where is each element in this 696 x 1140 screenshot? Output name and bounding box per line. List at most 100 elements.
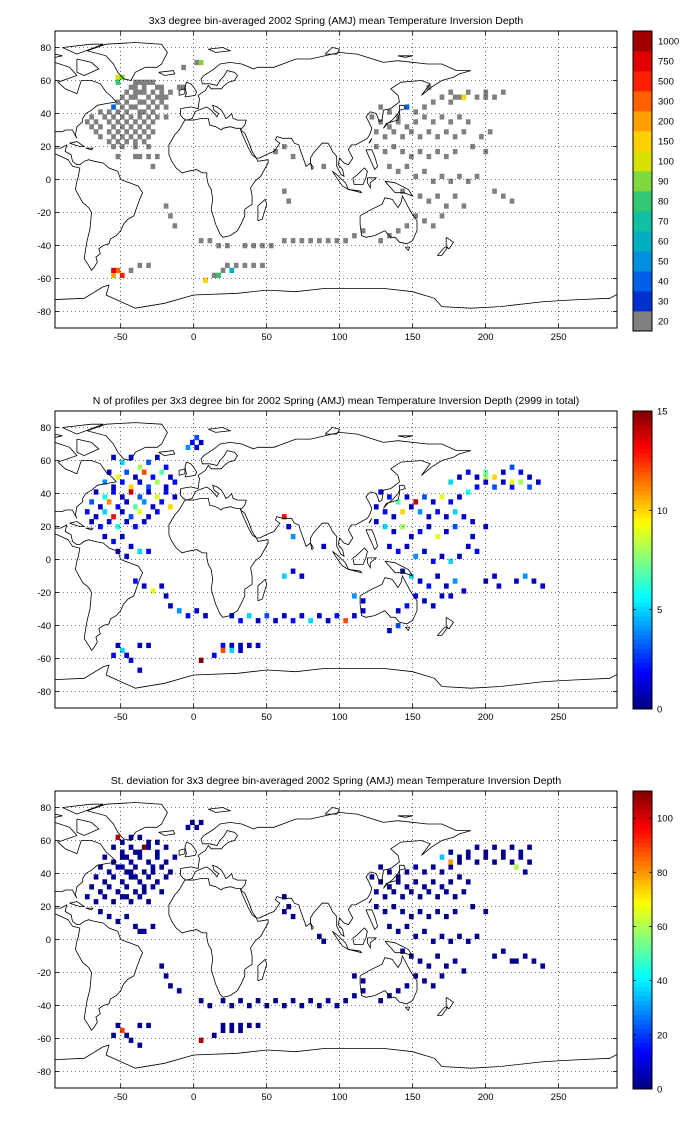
coastline xyxy=(352,547,368,565)
data-cell xyxy=(128,94,134,100)
colorbar-band xyxy=(633,981,652,988)
data-cell xyxy=(474,933,480,939)
data-cell xyxy=(106,469,112,475)
coastline xyxy=(399,864,406,871)
y-tick-label: 20 xyxy=(40,142,51,153)
data-cell xyxy=(378,489,384,495)
data-cell xyxy=(229,1027,235,1034)
data-cell xyxy=(395,548,401,555)
data-cell xyxy=(395,623,401,629)
data-cell xyxy=(115,834,121,840)
data-cell xyxy=(115,524,121,530)
data-cell xyxy=(124,854,130,860)
colorbar-band xyxy=(633,518,652,524)
data-cell xyxy=(238,618,243,624)
colorbar: 0 20 40 60 80 100 xyxy=(632,790,673,1096)
coastline xyxy=(384,560,414,577)
data-cell xyxy=(211,1032,217,1038)
data-cell xyxy=(444,528,449,535)
data-cell xyxy=(465,89,471,95)
data-cell xyxy=(150,884,156,890)
data-cell xyxy=(474,548,480,555)
data-cell xyxy=(111,124,116,130)
data-cell xyxy=(137,464,143,470)
data-cell xyxy=(150,163,156,170)
data-cell xyxy=(417,193,423,199)
data-cell xyxy=(137,509,143,515)
data-cell xyxy=(119,459,125,465)
y-tick-label: -20 xyxy=(37,588,51,599)
data-cell xyxy=(479,134,484,140)
coastline xyxy=(257,958,268,982)
data-cell xyxy=(106,119,112,125)
data-cell xyxy=(124,139,130,145)
data-cell xyxy=(255,618,261,624)
data-cell xyxy=(146,859,151,865)
data-cell xyxy=(290,153,296,160)
colorbar-swatch xyxy=(633,271,652,292)
data-cell xyxy=(220,642,226,649)
data-cell xyxy=(290,998,296,1004)
data-cell xyxy=(176,608,182,614)
data-cell xyxy=(163,484,169,490)
data-cell xyxy=(141,844,147,850)
data-cell xyxy=(198,238,204,244)
data-cell xyxy=(352,993,357,999)
data-cell xyxy=(395,608,401,614)
data-cell xyxy=(395,988,401,994)
data-cell xyxy=(111,454,116,460)
colorbar-band xyxy=(633,1065,652,1071)
data-cell xyxy=(281,1003,287,1009)
data-cell xyxy=(317,238,322,244)
data-cell xyxy=(137,548,143,555)
data-cell xyxy=(176,988,182,994)
colorbar-band xyxy=(633,527,652,533)
data-cell xyxy=(137,879,143,885)
colorbar-band xyxy=(633,1028,652,1034)
colorbar-label: 20 xyxy=(658,317,669,328)
data-cell xyxy=(321,543,327,550)
data-cell xyxy=(535,479,541,485)
colorbar-band xyxy=(633,615,652,622)
y-tick-label: -80 xyxy=(37,1067,51,1078)
data-cell xyxy=(465,469,471,475)
y-tick-label: -40 xyxy=(37,241,51,252)
data-cell xyxy=(119,104,125,110)
data-cell xyxy=(531,958,537,964)
data-cell xyxy=(391,144,397,150)
colorbar-band xyxy=(633,902,652,908)
data-cell xyxy=(141,99,147,105)
data-cell xyxy=(492,953,497,959)
data-cell xyxy=(159,889,165,895)
data-cell xyxy=(483,474,489,480)
data-cell xyxy=(343,998,348,1004)
data-cell xyxy=(343,238,348,244)
data-cell xyxy=(106,129,112,135)
data-cell xyxy=(404,543,410,550)
colorbar-label: 0 xyxy=(657,1085,662,1096)
data-cell xyxy=(102,509,108,515)
data-cell xyxy=(273,148,278,155)
data-cell xyxy=(159,583,165,589)
data-cell xyxy=(461,968,467,974)
data-cell xyxy=(273,618,278,624)
data-cell xyxy=(400,148,405,155)
data-cell xyxy=(430,864,436,870)
data-cell xyxy=(452,958,458,964)
data-cell xyxy=(246,1022,252,1029)
data-cell xyxy=(422,168,427,175)
colorbar-band xyxy=(633,916,652,922)
data-cell xyxy=(378,104,384,110)
colorbar-band xyxy=(633,699,652,705)
colorbar-frame xyxy=(632,410,653,710)
coastline xyxy=(55,1044,617,1069)
data-cell xyxy=(444,129,449,135)
colorbar-band xyxy=(633,935,652,941)
colorbar-band xyxy=(633,995,652,1002)
data-cell xyxy=(413,109,419,115)
colorbar-band xyxy=(633,508,652,514)
colorbar-band xyxy=(633,434,652,440)
data-cell xyxy=(146,262,151,269)
data-cell xyxy=(373,144,379,150)
